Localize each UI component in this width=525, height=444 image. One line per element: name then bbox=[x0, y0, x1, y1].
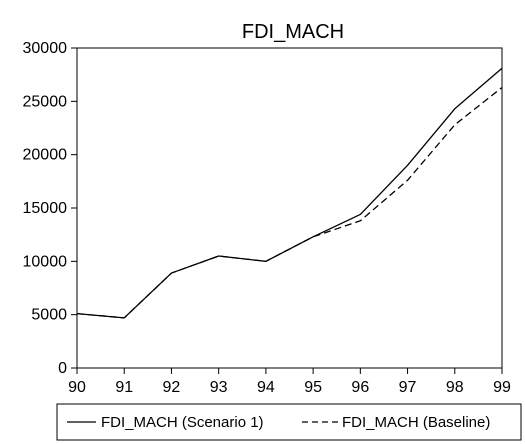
chart-title: FDI_MACH bbox=[242, 21, 344, 43]
legend: FDI_MACH (Scenario 1) FDI_MACH (Baseline… bbox=[56, 403, 522, 441]
series-layer bbox=[76, 67, 503, 319]
legend-box bbox=[56, 403, 522, 441]
x-tick-label: 98 bbox=[446, 379, 464, 396]
y-tick-label: 0 bbox=[58, 360, 67, 377]
x-tick-label: 93 bbox=[210, 379, 228, 396]
y-tick-label: 25000 bbox=[23, 93, 68, 110]
x-tick-label: 90 bbox=[68, 379, 86, 396]
x-tick-label: 97 bbox=[399, 379, 417, 396]
legend-label-scenario-1: FDI_MACH (Scenario 1) bbox=[101, 414, 264, 431]
y-tick-label: 15000 bbox=[23, 200, 68, 217]
series-line-baseline bbox=[76, 86, 503, 319]
y-tick-label: 5000 bbox=[31, 307, 67, 324]
legend-label-baseline: FDI_MACH (Baseline) bbox=[342, 414, 490, 431]
x-tick-label: 92 bbox=[163, 379, 181, 396]
x-tick-label: 91 bbox=[115, 379, 133, 396]
x-tick-label: 95 bbox=[304, 379, 322, 396]
plot-frame bbox=[76, 47, 503, 369]
x-tick-label: 99 bbox=[493, 379, 511, 396]
x-axis: 90 91 92 93 94 95 96 97 98 99 bbox=[68, 368, 511, 396]
y-tick-label: 10000 bbox=[23, 253, 68, 270]
series-line-scenario-1 bbox=[76, 67, 503, 319]
x-tick-label: 96 bbox=[351, 379, 369, 396]
y-tick-label: 30000 bbox=[23, 40, 68, 57]
x-tick-label: 94 bbox=[257, 379, 275, 396]
y-tick-label: 20000 bbox=[23, 147, 68, 164]
y-axis: 0 5000 10000 15000 20000 25000 30000 bbox=[23, 40, 77, 377]
